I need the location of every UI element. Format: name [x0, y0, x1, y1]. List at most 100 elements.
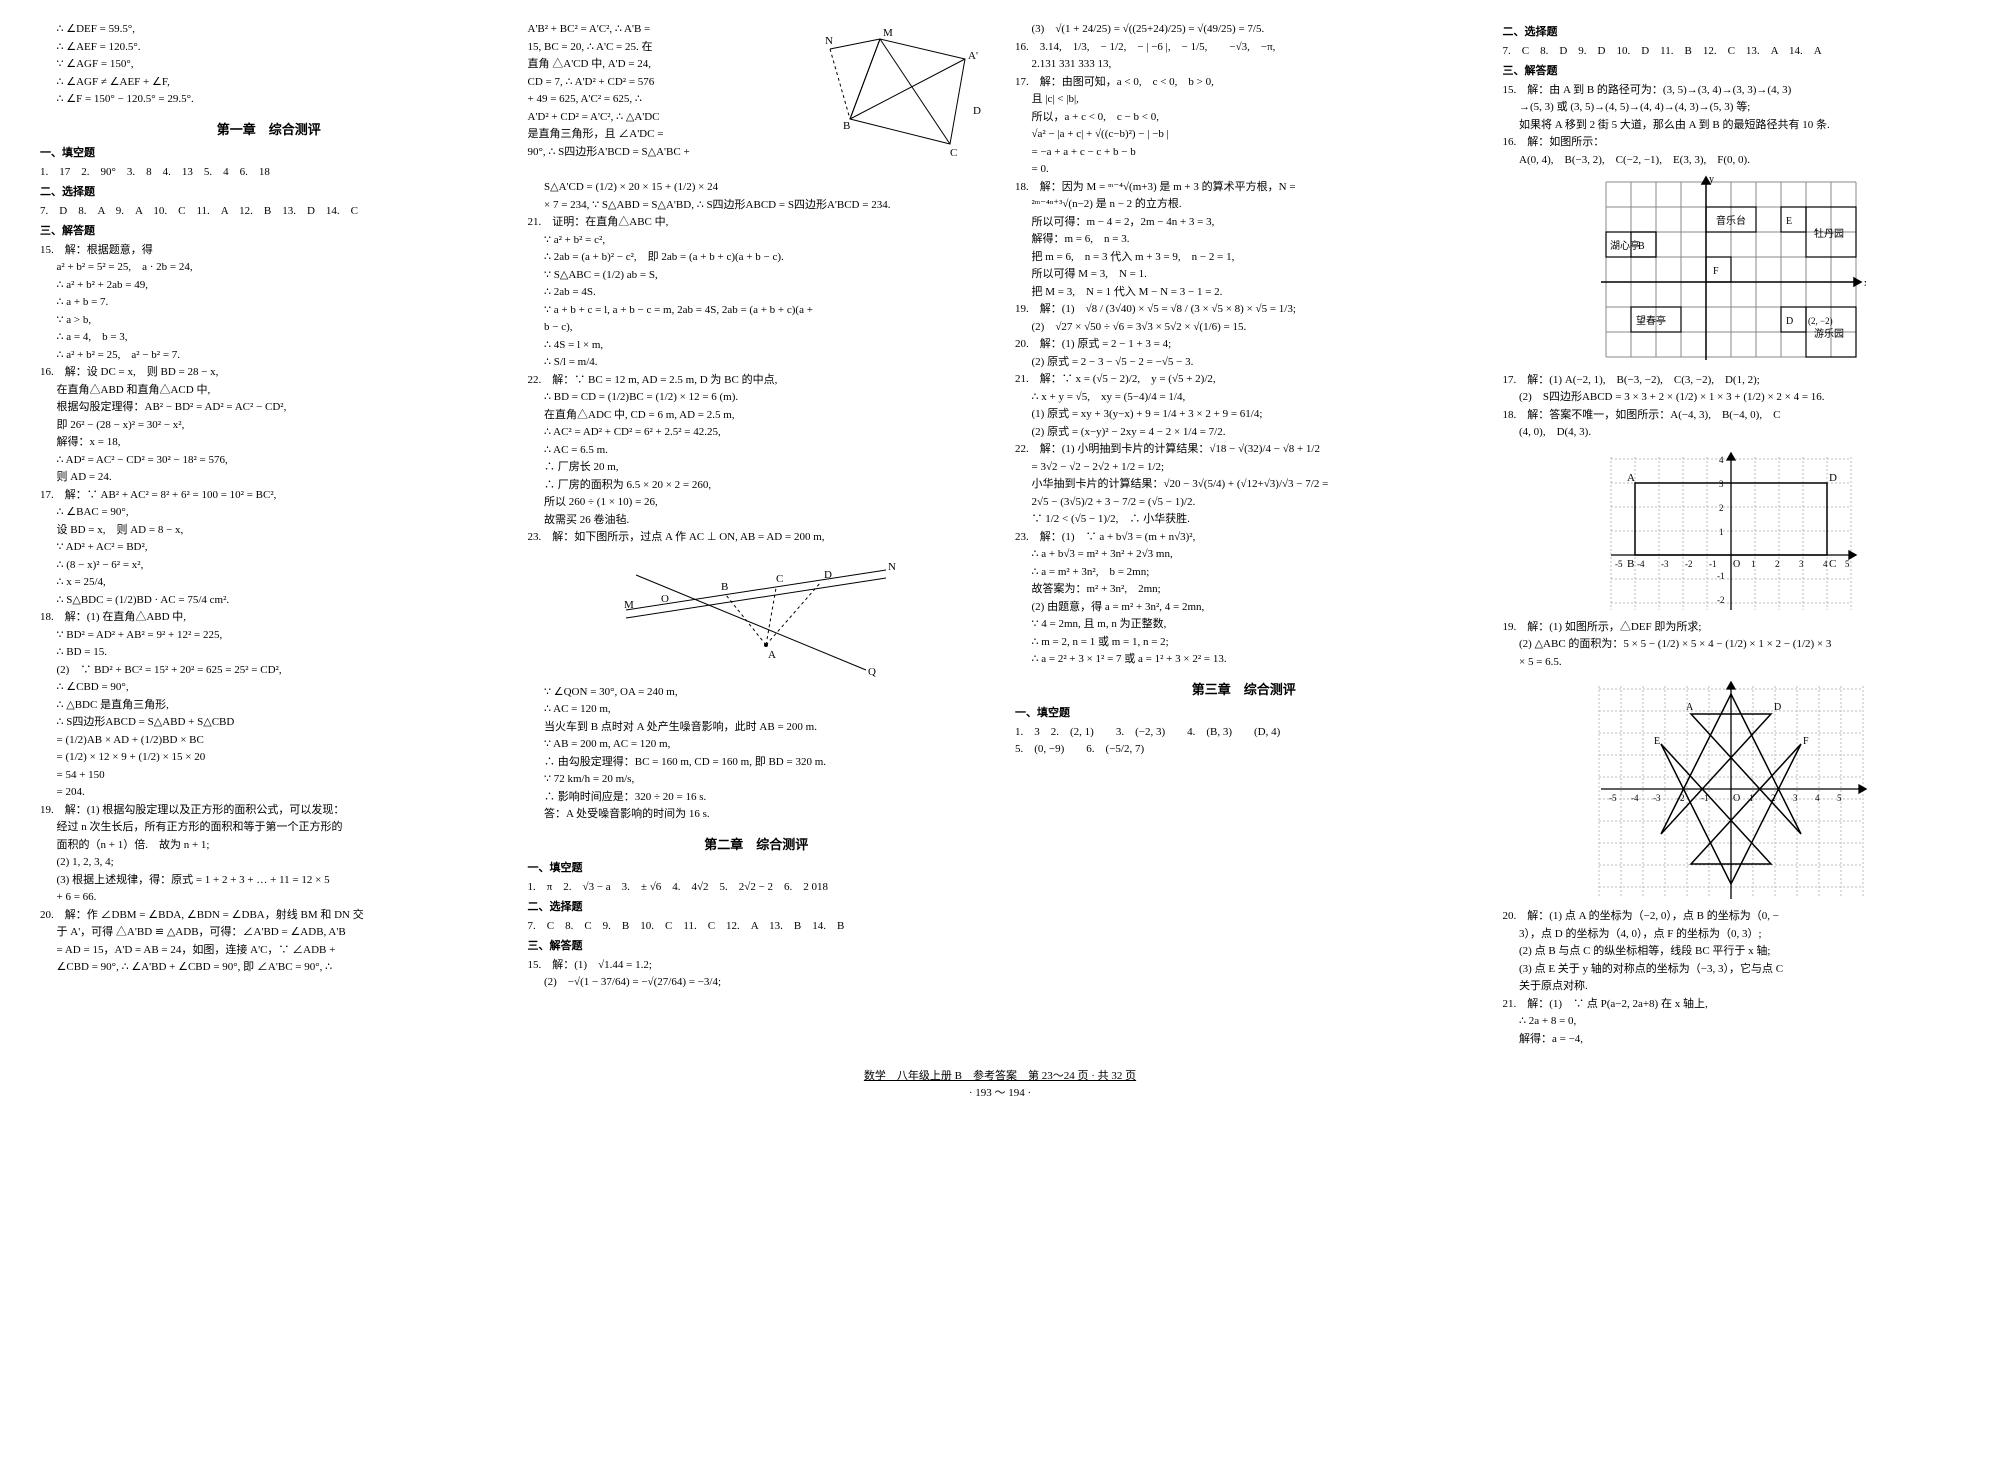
svg-text:-3: -3 [1661, 559, 1669, 569]
text: 17. 解：由图可知，a < 0, c < 0, b > 0, [1015, 74, 1473, 91]
svg-text:-1: -1 [1701, 793, 1709, 803]
text: 19. 解：(1) 如图所示，△DEF 即为所求; [1503, 619, 1961, 636]
text: ∵ BD² = AD² + AB² = 9² + 12² = 225, [40, 627, 498, 644]
answer-row: 1. 17 2. 90° 3. 8 4. 13 5. 4 6. 18 [40, 164, 498, 181]
text: 18. 解：因为 M = ᵐ⁻⁴√(m+3) 是 m + 3 的算术平方根，N … [1015, 179, 1473, 196]
text: ∴ a = 2² + 3 × 1² = 7 或 a = 1² + 3 × 2² … [1015, 651, 1473, 668]
svg-text:O: O [1733, 559, 1740, 570]
text: ∴ 4S = l × m, [528, 337, 986, 354]
text: 21. 证明：在直角△ABC 中, [528, 214, 986, 231]
svg-text:-1: -1 [1717, 571, 1725, 581]
fill-heading: 一、填空题 [528, 860, 986, 877]
svg-text:4: 4 [1823, 559, 1828, 569]
text: + 6 = 66. [40, 889, 498, 906]
svg-text:2: 2 [1771, 793, 1776, 803]
text: = (1/2) × 12 × 9 + (1/2) × 15 × 20 [40, 749, 498, 766]
text: (2) −√(1 − 37/64) = −√(27/64) = −3/4; [528, 974, 986, 991]
text: × 5 = 6.5. [1503, 654, 1961, 671]
text: 20. 解：(1) 点 A 的坐标为（−2, 0），点 B 的坐标为（0, − [1503, 908, 1961, 925]
text: 解得：a = −4, [1503, 1031, 1961, 1048]
text: ²ᵐ⁻⁴ⁿ⁺³√(n−2) 是 n − 2 的立方根. [1015, 196, 1473, 213]
svg-text:Q: Q [868, 666, 876, 678]
footer-pages: · 193 ～ 194 · [969, 1087, 1031, 1099]
text: 解得：m = 6, n = 3. [1015, 231, 1473, 248]
text: ∴ 2a + 8 = 0, [1503, 1013, 1961, 1030]
text: ∵ 4 = 2mn, 且 m, n 为正整数, [1015, 616, 1473, 633]
text: 15. 解：(1) √1.44 = 1.2; [528, 957, 986, 974]
text: + 49 = 625, A'C² = 625, ∴ [528, 91, 810, 108]
text: ∴ ∠AGF ≠ ∠AEF + ∠F, [40, 74, 498, 91]
answer-row: 7. C 8. D 9. D 10. D 11. B 12. C 13. A 1… [1503, 43, 1961, 60]
svg-text:音乐台: 音乐台 [1716, 214, 1746, 227]
svg-text:5: 5 [1845, 559, 1850, 569]
text: 故答案为：m² + 3n², 2mn; [1015, 581, 1473, 598]
column-2: A'B² + BC² = A'C², ∴ A'B = 15, BC = 20, … [528, 20, 986, 1048]
svg-text:-5: -5 [1615, 559, 1623, 569]
text: 16. 解：如图所示： [1503, 134, 1961, 151]
text: ∵ a² + b² = c², [528, 232, 986, 249]
svg-text:E: E [1654, 736, 1660, 747]
text: 2√5 − (3√5)/2 + 3 − 7/2 = (√5 − 1)/2. [1015, 494, 1473, 511]
column-1: ∴ ∠DEF = 59.5°, ∴ ∠AEF = 120.5°. ∵ ∠AGF … [40, 20, 498, 1048]
text: A'B² + BC² = A'C², ∴ A'B = [528, 21, 810, 38]
column-4: 二、选择题 7. C 8. D 9. D 10. D 11. B 12. C 1… [1503, 20, 1961, 1048]
text: 15. 解：根据题意，得 [40, 242, 498, 259]
text: 3），点 D 的坐标为（4, 0），点 F 的坐标为（0, 3）; [1503, 926, 1961, 943]
text: ∴ 2ab = (a + b)² − c², 即 2ab = (a + b + … [528, 249, 986, 266]
text: ∴ 由勾股定理得：BC = 160 m, CD = 160 m, 即 BD = … [528, 754, 986, 771]
svg-text:A: A [1627, 472, 1635, 484]
svg-text:x: x [1864, 278, 1866, 289]
text: ∴ S四边形ABCD = S△ABD + S△CBD [40, 714, 498, 731]
column-3: (3) √(1 + 24/25) = √((25+24)/25) = √(49/… [1015, 20, 1473, 1048]
text: 所以 260 ÷ (1 × 10) = 26, [528, 494, 986, 511]
text: (3) √(1 + 24/25) = √((25+24)/25) = √(49/… [1015, 21, 1473, 38]
fill-heading: 一、填空题 [1015, 705, 1473, 722]
svg-text:A': A' [968, 50, 978, 62]
svg-text:y: y [1709, 174, 1714, 185]
park-grid-diagram: 音乐台 E B 牡丹园 湖心亭 F 望春亭 D 游乐园 (2, −2) x y [1596, 172, 1866, 368]
text: ∴ BD = 15. [40, 644, 498, 661]
text: 关于原点对称. [1503, 978, 1961, 995]
svg-text:E: E [1786, 216, 1792, 227]
text: = AD = 15，A'D = AB = 24，如图，连接 A'C，∵ ∠ADB… [40, 942, 498, 959]
text: 则 AD = 24. [40, 469, 498, 486]
text: 解得：x = 18, [40, 434, 498, 451]
text: (2) √27 × √50 ÷ √6 = 3√3 × 5√2 × √(1/6) … [1015, 319, 1473, 336]
svg-text:4: 4 [1815, 793, 1820, 803]
text: 2.131 331 333 13, [1015, 56, 1473, 73]
svg-text:D: D [1774, 702, 1781, 713]
text: 18. 解：(1) 在直角△ABD 中, [40, 609, 498, 626]
svg-text:N: N [825, 35, 833, 47]
text: ∴ AD² = AC² − CD² = 30² − 18² = 576, [40, 452, 498, 469]
text: 17. 解：(1) A(−2, 1), B(−3, −2), C(3, −2),… [1503, 372, 1961, 389]
text: × 7 = 234, ∵ S△ABD = S△A'BD, ∴ S四边形ABCD … [528, 197, 986, 214]
text: 15, BC = 20, ∴ A'C = 25. 在 [528, 39, 810, 56]
text: 23. 解：如下图所示，过点 A 作 AC ⊥ ON, AB = AD = 20… [528, 529, 986, 546]
text: (4, 0), D(4, 3). [1503, 424, 1961, 441]
text: ∴ a + b√3 = m² + 3n² + 2√3 mn, [1015, 546, 1473, 563]
text: 20. 解：作 ∠DBM = ∠BDA, ∠BDN = ∠DBA，射线 BM 和… [40, 907, 498, 924]
star-grid-diagram: O AD EF -5-4 -3-2 -11 23 45 [1591, 674, 1871, 904]
text: 22. 解：∵ BC = 12 m, AD = 2.5 m, D 为 BC 的中… [528, 372, 986, 389]
text: ∴ AC = 6.5 m. [528, 442, 986, 459]
svg-text:牡丹园: 牡丹园 [1814, 227, 1844, 240]
text: ∵ S△ABC = (1/2) ab = S, [528, 267, 986, 284]
text: 17. 解：∵ AB² + AC² = 8² + 6² = 100 = 10² … [40, 487, 498, 504]
text: (2) △ABC 的面积为：5 × 5 − (1/2) × 5 × 4 − (1… [1503, 636, 1961, 653]
text: 16. 解：设 DC = x, 则 BD = 28 − x, [40, 364, 498, 381]
answer-row: 1. π 2. √3 − a 3. ± √6 4. 4√2 5. 2√2 − 2… [528, 879, 986, 896]
text: ∵ a + b + c = l, a + b − c = m, 2ab = 4S… [528, 302, 986, 319]
text: A'D² + CD² = A'C², ∴ △A'DC [528, 109, 810, 126]
text: ∴ △BDC 是直角三角形, [40, 697, 498, 714]
text: ∴ (8 − x)² − 6² = x², [40, 557, 498, 574]
svg-text:B: B [1627, 558, 1634, 570]
svg-text:D: D [1829, 472, 1837, 484]
svg-text:A: A [1686, 702, 1694, 713]
text: ∴ 厂房长 20 m, [528, 459, 986, 476]
text: ∵ ∠AGF = 150°, [40, 56, 498, 73]
text: 所以可得 M = 3, N = 1. [1015, 266, 1473, 283]
text: (2) 由题意，得 a = m² + 3n², 4 = 2mn, [1015, 599, 1473, 616]
text: ∴ AC² = AD² + CD² = 6² + 2.5² = 42.25, [528, 424, 986, 441]
svg-text:M: M [624, 599, 634, 611]
text: 23. 解：(1) ∵ a + b√3 = (m + n√3)², [1015, 529, 1473, 546]
